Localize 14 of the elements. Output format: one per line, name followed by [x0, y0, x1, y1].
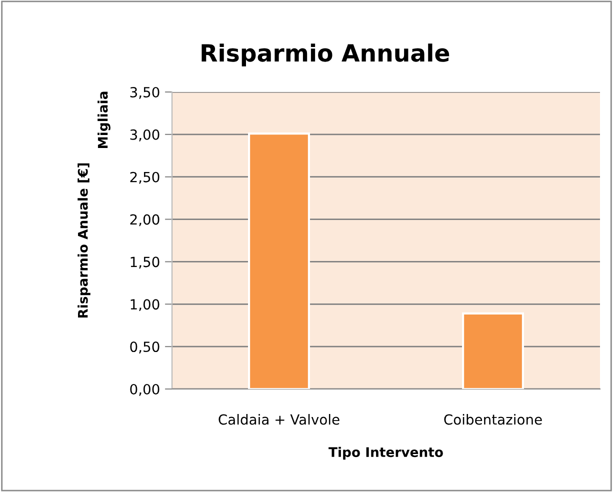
x-tick-label: Caldaia + Valvole: [218, 414, 340, 425]
x-tick-label: Coibentazione: [444, 414, 542, 425]
y-tick-label: 0,00: [130, 384, 160, 396]
y-tick-label: 1,50: [130, 256, 160, 269]
y-tick-label: 0,50: [130, 342, 160, 354]
x-axis-title: Tipo Intervento: [328, 446, 443, 460]
text: Migliaia: [98, 92, 110, 148]
y-tick-label: 2,00: [130, 214, 160, 226]
y-tick-label: 1,00: [130, 299, 160, 312]
y-tick-label: 3,00: [130, 129, 160, 142]
y-tick-label: 2,50: [130, 172, 160, 184]
y-tick-label: 3,50: [130, 86, 160, 99]
y-axis-title: Risparmio Anuale [€]: [78, 163, 90, 318]
chart-title: Risparmio Annuale: [202, 44, 450, 66]
